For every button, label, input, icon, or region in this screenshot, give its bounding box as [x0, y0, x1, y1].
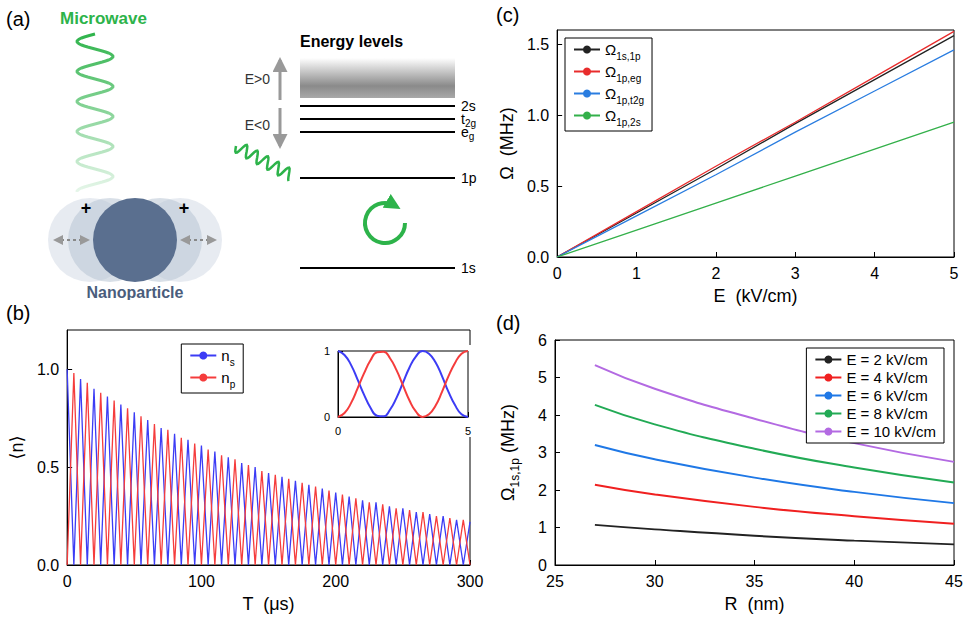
svg-text:4: 4 — [870, 265, 879, 282]
svg-text:0: 0 — [324, 411, 330, 423]
svg-text:Ω: Ω — [605, 41, 616, 58]
svg-text:2s: 2s — [461, 98, 476, 114]
svg-text:Ω (MHz): Ω (MHz) — [497, 107, 517, 179]
svg-text:1.0: 1.0 — [37, 361, 59, 378]
svg-text:0.5: 0.5 — [37, 459, 59, 476]
svg-text:1s,1p: 1s,1p — [508, 458, 522, 488]
svg-text:E = 4 kV/cm: E = 4 kV/cm — [846, 369, 927, 386]
svg-text:6: 6 — [538, 332, 547, 349]
svg-text:35: 35 — [746, 573, 764, 590]
svg-text:E = 10 kV/cm: E = 10 kV/cm — [846, 423, 936, 440]
svg-text:5: 5 — [950, 265, 959, 282]
svg-text:0: 0 — [63, 573, 72, 590]
svg-text:+: + — [81, 198, 92, 218]
svg-text:5: 5 — [465, 425, 471, 437]
svg-text:30: 30 — [646, 573, 664, 590]
svg-text:E>0: E>0 — [245, 71, 271, 87]
html-text:(c): (c) — [496, 4, 520, 26]
svg-text:E<0: E<0 — [245, 117, 271, 133]
svg-text:E = 2 kV/cm: E = 2 kV/cm — [846, 351, 927, 368]
svg-text:1p,eg: 1p,eg — [616, 73, 641, 84]
svg-text:s: s — [230, 357, 235, 368]
svg-text:n: n — [221, 369, 229, 386]
svg-text:100: 100 — [188, 573, 215, 590]
svg-text:1s: 1s — [461, 260, 476, 276]
html-text:(d): (d) — [496, 312, 521, 334]
svg-text:1: 1 — [324, 345, 330, 357]
svg-text:E = 8 kV/cm: E = 8 kV/cm — [846, 405, 927, 422]
svg-text:R (nm): R (nm) — [725, 594, 785, 614]
svg-text:1: 1 — [632, 265, 641, 282]
svg-text:45: 45 — [945, 573, 963, 590]
svg-text:Ω: Ω — [605, 63, 616, 80]
svg-text:25: 25 — [546, 573, 564, 590]
html-text:(b): (b) — [6, 302, 31, 324]
svg-text:⟨n⟩: ⟨n⟩ — [7, 435, 27, 459]
html-text:(a): (a) — [6, 8, 31, 30]
svg-text:Ω: Ω — [498, 487, 518, 500]
svg-text:1s,1p: 1s,1p — [616, 51, 641, 62]
svg-text:0.0: 0.0 — [37, 557, 59, 574]
svg-text:0.0: 0.0 — [527, 249, 549, 266]
svg-text:(MHz): (MHz) — [498, 404, 518, 458]
svg-text:0: 0 — [335, 425, 341, 437]
svg-text:E (kV/cm): E (kV/cm) — [714, 286, 798, 306]
svg-text:40: 40 — [845, 573, 863, 590]
svg-text:300: 300 — [457, 573, 484, 590]
svg-text:Energy levels: Energy levels — [300, 33, 403, 50]
svg-text:t2g: t2g — [461, 111, 476, 129]
svg-text:3: 3 — [791, 265, 800, 282]
svg-text:3: 3 — [538, 444, 547, 461]
svg-text:0.5: 0.5 — [527, 178, 549, 195]
svg-text:200: 200 — [322, 573, 349, 590]
svg-text:+: + — [179, 198, 190, 218]
svg-text:0: 0 — [553, 265, 562, 282]
svg-text:T (μs): T (μs) — [243, 594, 295, 614]
svg-text:1p,2s: 1p,2s — [616, 117, 640, 128]
svg-text:1p,t2g: 1p,t2g — [616, 95, 644, 106]
svg-text:Microwave: Microwave — [60, 9, 147, 28]
svg-text:eg: eg — [461, 124, 474, 142]
svg-text:p: p — [230, 379, 236, 390]
svg-text:4: 4 — [538, 407, 547, 424]
svg-text:Nanoparticle: Nanoparticle — [87, 284, 184, 300]
svg-text:2: 2 — [711, 265, 720, 282]
svg-text:Ω: Ω — [605, 107, 616, 124]
svg-text:2: 2 — [538, 482, 547, 499]
svg-text:1p: 1p — [461, 170, 477, 186]
svg-text:Ω: Ω — [605, 85, 616, 102]
svg-text:n: n — [221, 347, 229, 364]
svg-text:E = 6 kV/cm: E = 6 kV/cm — [846, 387, 927, 404]
svg-text:1: 1 — [538, 519, 547, 536]
svg-text:1.5: 1.5 — [527, 36, 549, 53]
svg-text:5: 5 — [538, 369, 547, 386]
svg-text:0: 0 — [538, 557, 547, 574]
svg-text:1.0: 1.0 — [527, 107, 549, 124]
